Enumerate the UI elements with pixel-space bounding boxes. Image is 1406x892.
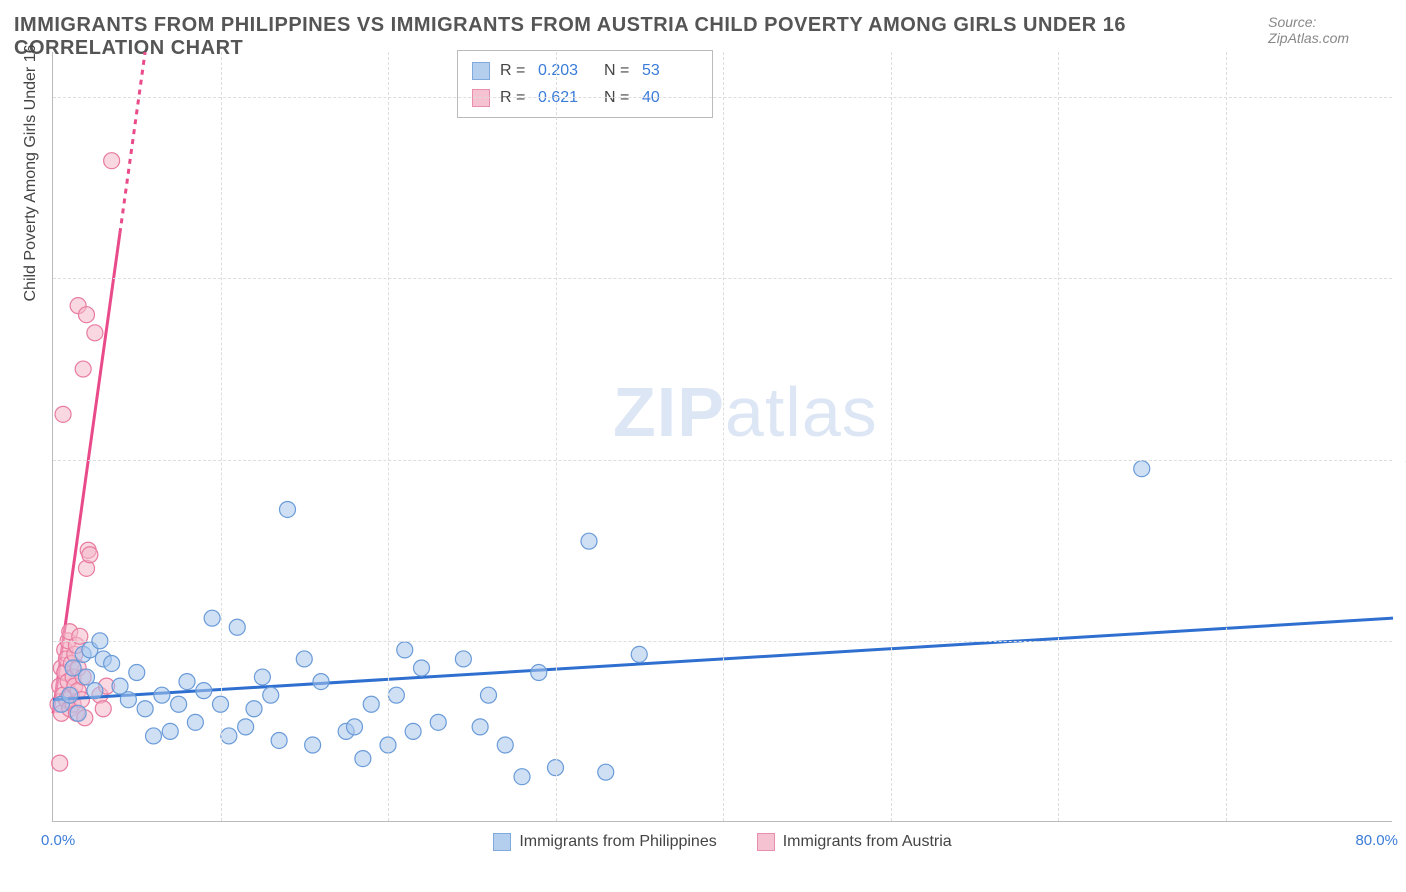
point-philippines — [497, 737, 513, 753]
vgridline — [556, 52, 557, 821]
point-philippines — [229, 619, 245, 635]
point-philippines — [280, 501, 296, 517]
point-philippines — [238, 719, 254, 735]
point-austria — [82, 547, 98, 563]
point-austria — [104, 153, 120, 169]
point-philippines — [430, 714, 446, 730]
point-austria — [95, 701, 111, 717]
point-philippines — [481, 687, 497, 703]
point-philippines — [221, 728, 237, 744]
point-philippines — [146, 728, 162, 744]
point-austria — [87, 325, 103, 341]
point-philippines — [70, 705, 86, 721]
swatch-philippines-icon — [493, 833, 511, 851]
swatch-austria-icon — [757, 833, 775, 851]
point-philippines — [472, 719, 488, 735]
point-philippines — [179, 674, 195, 690]
point-philippines — [305, 737, 321, 753]
point-philippines — [171, 696, 187, 712]
point-philippines — [87, 683, 103, 699]
point-philippines — [598, 764, 614, 780]
point-austria — [75, 361, 91, 377]
source-attribution: Source: ZipAtlas.com — [1268, 14, 1392, 46]
point-austria — [79, 307, 95, 323]
point-philippines — [388, 687, 404, 703]
point-philippines — [405, 723, 421, 739]
point-philippines — [347, 719, 363, 735]
point-austria — [55, 406, 71, 422]
point-philippines — [363, 696, 379, 712]
vgridline — [891, 52, 892, 821]
legend-item-philippines: Immigrants from Philippines — [493, 833, 716, 851]
point-philippines — [455, 651, 471, 667]
point-philippines — [254, 669, 270, 685]
point-philippines — [581, 533, 597, 549]
stats-legend: R = 0.203 N = 53 R = 0.621 N = 40 — [457, 50, 713, 118]
point-philippines — [137, 701, 153, 717]
point-philippines — [263, 687, 279, 703]
vgridline — [221, 52, 222, 821]
point-philippines — [514, 769, 530, 785]
vgridline — [1226, 52, 1227, 821]
y-axis-title: Child Poverty Among Girls Under 16 — [22, 45, 40, 302]
point-philippines — [204, 610, 220, 626]
point-philippines — [120, 692, 136, 708]
point-philippines — [162, 723, 178, 739]
point-philippines — [531, 665, 547, 681]
series-legend: Immigrants from Philippines Immigrants f… — [53, 833, 1392, 851]
point-philippines — [154, 687, 170, 703]
point-philippines — [129, 665, 145, 681]
point-austria — [72, 628, 88, 644]
legend-item-austria: Immigrants from Austria — [757, 833, 952, 851]
point-philippines — [313, 674, 329, 690]
point-philippines — [631, 646, 647, 662]
point-austria — [52, 755, 68, 771]
point-philippines — [246, 701, 262, 717]
swatch-philippines — [472, 62, 490, 80]
point-philippines — [296, 651, 312, 667]
stats-row-philippines: R = 0.203 N = 53 — [472, 57, 698, 84]
point-philippines — [187, 714, 203, 730]
trendline-austria-dashed — [120, 52, 145, 233]
vgridline — [1058, 52, 1059, 821]
point-philippines — [1134, 461, 1150, 477]
point-philippines — [62, 687, 78, 703]
point-philippines — [271, 732, 287, 748]
point-philippines — [104, 655, 120, 671]
scatter-plot: ZIPatlas R = 0.203 N = 53 R = 0.621 N = … — [52, 52, 1392, 822]
vgridline — [723, 52, 724, 821]
point-philippines — [414, 660, 430, 676]
point-philippines — [397, 642, 413, 658]
vgridline — [388, 52, 389, 821]
point-philippines — [196, 683, 212, 699]
point-philippines — [355, 751, 371, 767]
